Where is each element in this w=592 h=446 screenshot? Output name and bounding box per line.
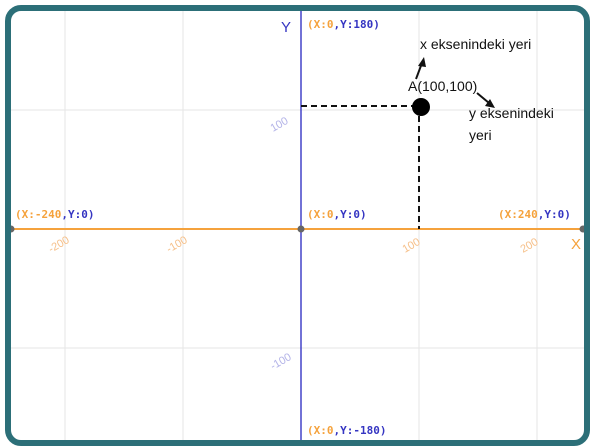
point-a-label: A(100,100) [408, 78, 477, 94]
x-tick-label: -100 [165, 234, 190, 255]
coord-bottom-x: X:0 [314, 424, 334, 437]
coord-bottom-y: Y:-180 [340, 424, 380, 437]
axis-end-dots [11, 225, 584, 233]
coord-right-y: Y:0 [544, 208, 564, 221]
x-position-annotation: x eksenindeki yeri [420, 36, 531, 52]
coord-origin-y: Y:0 [340, 208, 360, 221]
coord-top-y: Y:180 [340, 18, 373, 31]
grid-lines [11, 11, 584, 440]
y-position-annotation-line2: yeri [469, 127, 492, 143]
origin-dot [297, 225, 305, 233]
coord-top-x: X:0 [314, 18, 334, 31]
coord-label-right: (X:240,Y:0) [498, 208, 571, 221]
x-tick-label: -200 [47, 234, 72, 255]
x-axis-end-dot [579, 225, 584, 233]
y-annotation-arrowhead [485, 99, 495, 108]
y-tick-label: -100 [269, 351, 294, 372]
coord-left-x: X:-240 [22, 208, 62, 221]
y-tick-label: 100 [269, 115, 291, 135]
coord-right-x: X:240 [505, 208, 538, 221]
point-a-marker [412, 98, 430, 116]
y-position-annotation-line1: y eksenindeki [469, 105, 554, 121]
x-axis-title: X [571, 236, 581, 253]
coord-left-y: Y:0 [68, 208, 88, 221]
coord-label-origin: (X:0,Y:0) [307, 208, 367, 221]
coord-label-left: (X:-240,Y:0) [15, 208, 95, 221]
x-axis-end-dot [11, 225, 15, 233]
y-annotation-arrow [476, 92, 490, 104]
coord-label-bottom: (X:0,Y:-180) [307, 424, 387, 437]
y-axis-title: Y [281, 19, 291, 36]
coord-origin-x: X:0 [314, 208, 334, 221]
stage-frame: Y X -200 -100 100 200 100 -100 (X:0,Y:180) (X… [5, 5, 590, 446]
coord-label-top: (X:0,Y:180) [307, 18, 380, 31]
x-annotation-arrowhead [418, 57, 426, 67]
